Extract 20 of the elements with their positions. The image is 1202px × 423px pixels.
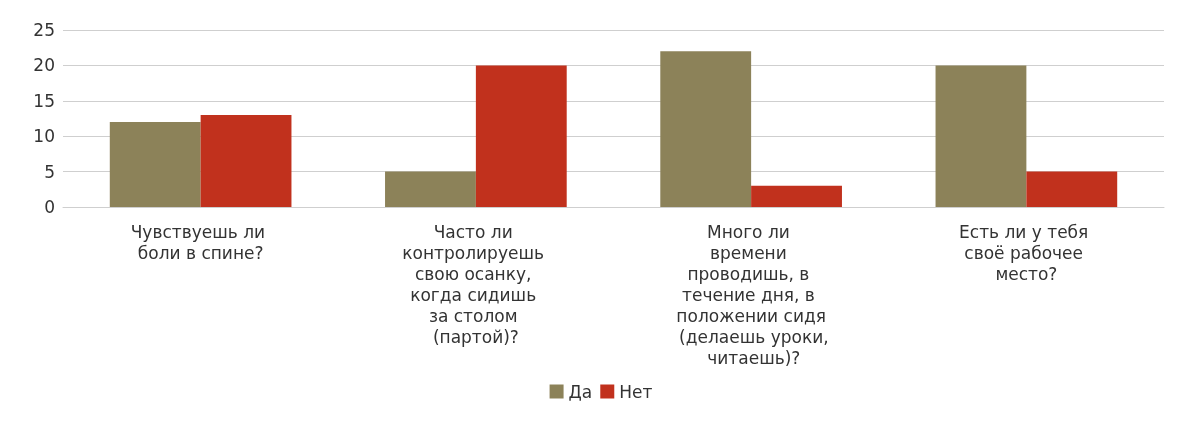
bar [109, 122, 201, 207]
bar [385, 171, 476, 207]
x-tick-label: Много ли времени проводишь, в течение дня, в положении сидя (делаешь уроки, читаешь)? [673, 221, 829, 368]
legend-label: Да [568, 381, 593, 402]
bar [1026, 171, 1118, 207]
legend-label: Нет [619, 381, 653, 402]
x-tick-label: Часто ли контролируешь свою осанку, когда сидишь за столом (партой)? [402, 221, 550, 347]
y-tick-label: 15 [33, 90, 55, 111]
y-tick-label: 5 [44, 161, 55, 182]
y-tick-label: 0 [44, 197, 55, 217]
bar [200, 114, 292, 207]
bar [660, 51, 752, 207]
x-tick-label: Чувствуешь ли боли в спине? [130, 221, 271, 263]
bar [475, 65, 567, 207]
x-tick-label: Есть ли у тебя своё рабочее место? [959, 221, 1094, 284]
bar [751, 185, 842, 207]
y-tick-label: 20 [33, 55, 55, 76]
y-tick-label: 25 [33, 20, 55, 40]
bar [935, 65, 1027, 207]
y-tick-label: 10 [33, 126, 55, 147]
